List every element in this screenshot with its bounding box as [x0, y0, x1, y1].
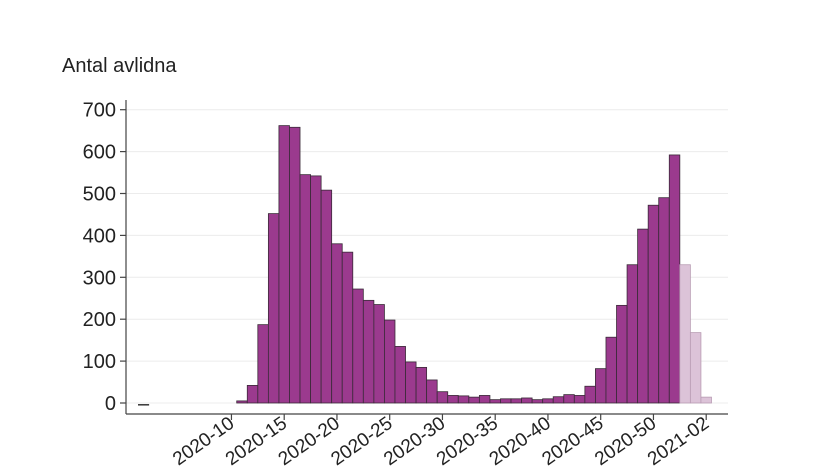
bar: [436, 391, 449, 404]
bar: [373, 304, 385, 404]
bar: [584, 385, 596, 404]
bar-preliminary: [679, 264, 691, 404]
y-tick-label: 100: [83, 351, 116, 373]
bar: [246, 385, 259, 404]
bar: [542, 398, 554, 404]
bar: [384, 319, 396, 404]
bar: [331, 243, 343, 404]
bar: [257, 324, 269, 404]
bar: [605, 336, 617, 404]
bar-preliminary: [700, 396, 712, 404]
bar: [299, 174, 311, 404]
y-axis-label: Antal avlidna: [62, 55, 177, 77]
y-tick-label: 0: [105, 393, 116, 415]
bar: [468, 396, 480, 404]
bar: [626, 264, 639, 404]
bar: [573, 395, 586, 404]
bar: [278, 125, 290, 404]
bar: [521, 397, 533, 404]
y-axis-ticks: 0 100 200 300 400 500 600 700: [83, 100, 126, 415]
bar: [478, 395, 491, 404]
bar: [394, 346, 406, 404]
y-tick-label: 600: [83, 142, 116, 164]
bar: [563, 394, 575, 404]
y-tick-label: 200: [83, 309, 116, 331]
bar: [552, 396, 565, 404]
bars: [236, 125, 712, 404]
bar: [267, 213, 280, 404]
y-tick-label: 700: [83, 100, 116, 122]
bar: [447, 395, 459, 404]
bar: [637, 228, 649, 404]
bar: [289, 126, 301, 404]
bar: [310, 175, 322, 404]
x-axis-ticks: 2020-102020-152020-202020-252020-302020-…: [169, 413, 713, 468]
bar: [426, 379, 438, 404]
bar: [415, 366, 428, 404]
bar: [489, 399, 501, 404]
x-tick-label: 2021-02: [644, 413, 713, 468]
y-tick-label: 500: [83, 184, 116, 206]
gridlines: [126, 109, 728, 404]
bar: [531, 399, 544, 404]
bar: [500, 398, 512, 404]
bar-preliminary: [689, 332, 702, 404]
bar: [595, 368, 607, 404]
y-tick-label: 400: [83, 225, 116, 247]
bar: [341, 251, 354, 404]
bar: [236, 400, 248, 404]
bar: [405, 361, 417, 404]
bar: [457, 395, 470, 404]
missing-value-marker: –: [138, 393, 150, 415]
y-tick-label: 300: [83, 267, 116, 289]
bar: [510, 398, 522, 404]
bar: [320, 189, 333, 404]
bar: [352, 288, 364, 404]
bar: [616, 304, 628, 404]
bar: [647, 204, 660, 404]
bar: [658, 197, 670, 404]
bar: [362, 299, 375, 404]
bar: [668, 154, 681, 404]
